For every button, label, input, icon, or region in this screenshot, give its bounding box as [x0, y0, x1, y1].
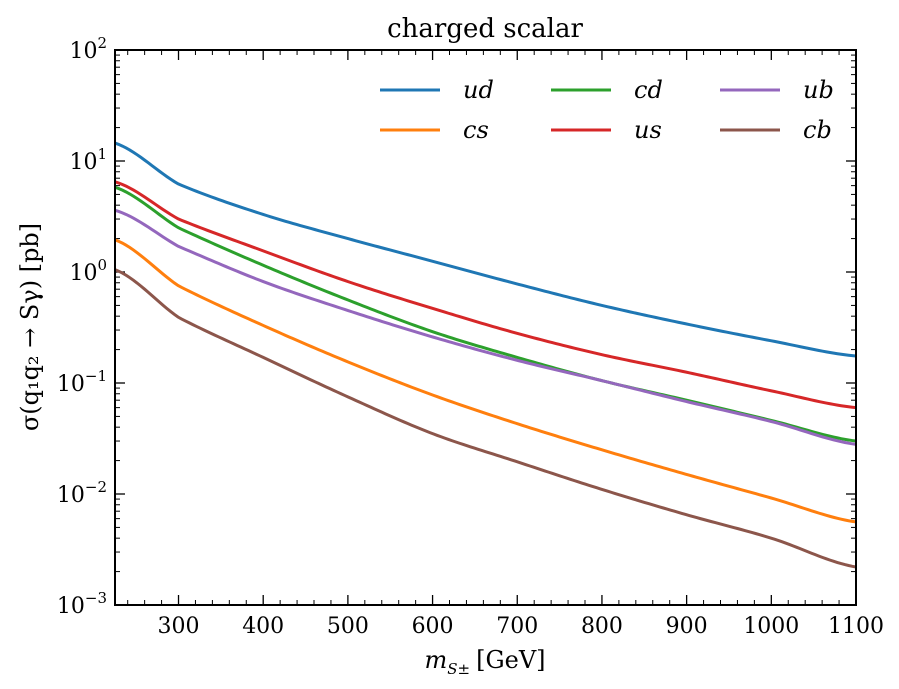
y-axis-label: σ(q₁q₂ → Sγ) [pb]	[16, 223, 44, 431]
series-line-ub	[115, 208, 856, 446]
series-line-cs	[115, 238, 856, 524]
x-tick-label: 900	[666, 614, 708, 639]
legend-label-cs: cs	[463, 116, 489, 144]
legend: ud cs cd us ub cb	[380, 76, 834, 144]
y-tick-label: 10−1	[57, 367, 107, 397]
y-tick-label: 100	[69, 256, 107, 286]
legend-label-ub: ub	[803, 76, 834, 104]
series-line-cd	[115, 185, 856, 443]
legend-label-cb: cb	[803, 116, 832, 144]
x-tick-label: 800	[581, 614, 623, 639]
x-tick-label: 300	[158, 614, 200, 639]
x-tick-label: 1100	[828, 614, 884, 639]
x-axis-label-symbol: m	[424, 646, 447, 674]
x-axis-label-subscript: S±	[447, 660, 470, 678]
x-tick-label: 500	[327, 614, 369, 639]
series-line-cb	[115, 268, 856, 569]
chart-title: charged scalar	[387, 14, 583, 44]
x-tick-label: 600	[412, 614, 454, 639]
legend-label-cd: cd	[634, 76, 663, 104]
series-line-us	[115, 180, 856, 410]
legend-label-us: us	[634, 116, 662, 144]
x-axis-label: mS± [GeV]	[424, 646, 545, 678]
series-line-ud	[115, 141, 856, 358]
x-axis-label-unit: [GeV]	[476, 646, 545, 674]
legend-label-ud: ud	[463, 76, 494, 104]
x-tick-label: 700	[496, 614, 538, 639]
x-tick-label: 1000	[743, 614, 799, 639]
y-tick-label: 101	[69, 145, 107, 175]
svg-text:mS±[GeV]: mS± [GeV]	[424, 646, 545, 678]
y-tick-label: 102	[69, 34, 107, 64]
plot-frame	[114, 49, 857, 606]
x-tick-label: 400	[242, 614, 284, 639]
plot-area: 300 400 500 600 700 800 900 1000 1100 10−3 10−2 10−…	[57, 34, 884, 639]
y-tick-label: 10−2	[57, 478, 107, 508]
y-tick-label: 10−3	[57, 589, 107, 619]
